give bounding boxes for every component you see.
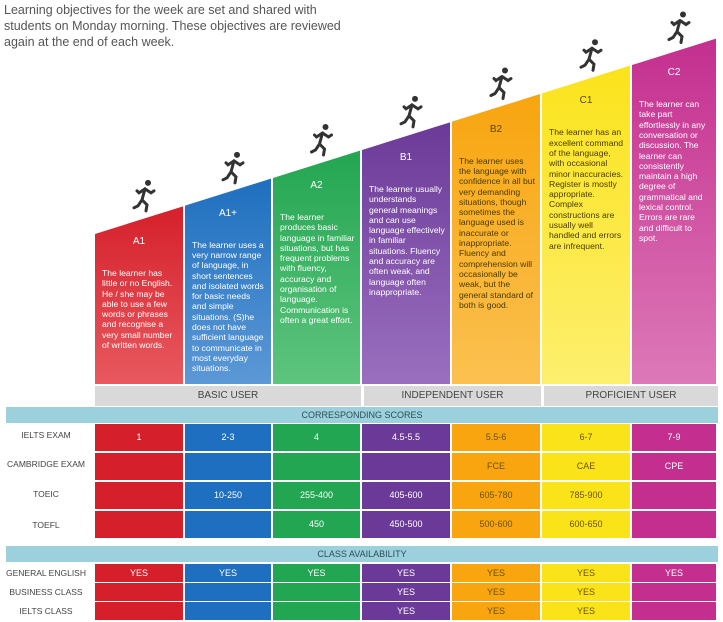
- walking-person-icon: [579, 39, 603, 72]
- table-cell: YES: [362, 602, 450, 620]
- table-cell: 450: [273, 511, 360, 538]
- level-column-a1-plus: [185, 178, 271, 384]
- table-cell: [95, 602, 183, 620]
- walking-person-icon: [310, 124, 333, 157]
- intro-text: Learning objectives for the week are set…: [4, 3, 341, 49]
- level-title: C1: [579, 95, 593, 107]
- table-cell: 1: [95, 424, 183, 451]
- level-title: B2: [489, 123, 503, 135]
- table-cell: YES: [362, 583, 450, 601]
- walking-person-icon: [132, 179, 156, 213]
- table-cell: 7-9: [632, 424, 716, 451]
- level-title: C2: [667, 67, 681, 79]
- table-cell: 2-3: [185, 424, 271, 451]
- walking-person-icon: [489, 67, 513, 101]
- table-cell: YES: [362, 564, 450, 582]
- table-cell: [95, 482, 183, 509]
- level-description: The learner has an excellent command of …: [549, 127, 624, 251]
- table-cell: 785-900: [542, 482, 630, 509]
- row-label: GENERAL ENGLISH: [6, 568, 86, 578]
- table-cell: [273, 602, 360, 620]
- table-cell: [273, 453, 360, 480]
- table-cell: YES: [452, 564, 540, 582]
- table-cell: [362, 453, 450, 480]
- level-column-a2: [273, 150, 360, 384]
- table-cell: YES: [95, 564, 183, 582]
- row-label: TOEIC: [33, 489, 59, 499]
- row-label: IELTS EXAM: [21, 430, 71, 440]
- row-label: TOEFL: [32, 520, 60, 530]
- table-cell: YES: [452, 602, 540, 620]
- row-label: CAMBRIDGE EXAM: [7, 459, 85, 469]
- level-column-b2: [452, 94, 540, 384]
- level-description: The learner uses a very narrow range of …: [192, 239, 264, 374]
- table-cell: 4: [273, 424, 360, 451]
- corresponding-scores-header: CORRESPONDING SCORES: [6, 407, 718, 423]
- table-cell: 600-650: [542, 511, 630, 538]
- table-cell: YES: [632, 564, 716, 582]
- level-column-c1: [542, 65, 630, 384]
- table-cell: CAE: [542, 453, 630, 480]
- level-column-b1: [362, 122, 450, 384]
- table-cell: FCE: [452, 453, 540, 480]
- row-label: BUSINESS CLASS: [9, 587, 83, 597]
- table-cell: [185, 583, 271, 601]
- table-cell: [632, 602, 716, 620]
- class-availability-header: CLASS AVAILABILITY: [6, 546, 718, 562]
- walking-person-icon: [221, 151, 245, 185]
- level-title: A2: [310, 180, 323, 191]
- table-cell: [185, 511, 271, 538]
- level-title: B1: [399, 152, 413, 163]
- table-cell: [632, 511, 716, 538]
- table-cell: 10-250: [185, 482, 271, 509]
- level-description: The learner usually understands general …: [369, 184, 445, 297]
- walking-person-icon: [667, 11, 691, 45]
- group-proficient-user: PROFICIENT USER: [544, 386, 718, 406]
- table-cell: 5.5-6: [452, 424, 540, 451]
- table-cell: 405-600: [362, 482, 450, 509]
- table-cell: [632, 583, 716, 601]
- table-cell: YES: [273, 564, 360, 582]
- level-column-c2: [632, 38, 716, 385]
- group-independent-user: INDEPENDENT USER: [364, 386, 541, 406]
- level-column-a1: [95, 206, 183, 384]
- table-cell: [185, 453, 271, 480]
- level-title: A1+: [218, 207, 238, 219]
- table-cell: 6-7: [542, 424, 630, 451]
- walking-person-icon: [399, 95, 423, 129]
- table-cell: YES: [185, 564, 271, 582]
- table-cell: 450-500: [362, 511, 450, 538]
- group-basic-user: BASIC USER: [95, 386, 361, 406]
- table-cell: CPE: [632, 453, 716, 480]
- table-cell: [273, 583, 360, 601]
- table-cell: YES: [542, 564, 630, 582]
- table-cell: [185, 602, 271, 620]
- table-cell: [95, 511, 183, 538]
- level-description: The learner uses the language with confi…: [459, 155, 535, 310]
- table-cell: [95, 583, 183, 601]
- table-cell: 605-780: [452, 482, 540, 509]
- table-cell: 4.5-5.5: [362, 424, 450, 451]
- table-cell: 255-400: [273, 482, 360, 509]
- table-cell: 500-600: [452, 511, 540, 538]
- level-title: A1: [132, 236, 146, 247]
- table-cell: YES: [542, 602, 630, 620]
- table-cell: YES: [452, 583, 540, 601]
- level-description: The learner can take part effortlessly i…: [639, 99, 706, 243]
- level-description: The learner produces basic language in f…: [280, 212, 355, 325]
- level-description: The learner has little or no English. He…: [102, 268, 173, 351]
- table-cell: YES: [542, 583, 630, 601]
- row-label: IELTS CLASS: [19, 606, 73, 616]
- table-cell: [632, 482, 716, 509]
- table-cell: [95, 453, 183, 480]
